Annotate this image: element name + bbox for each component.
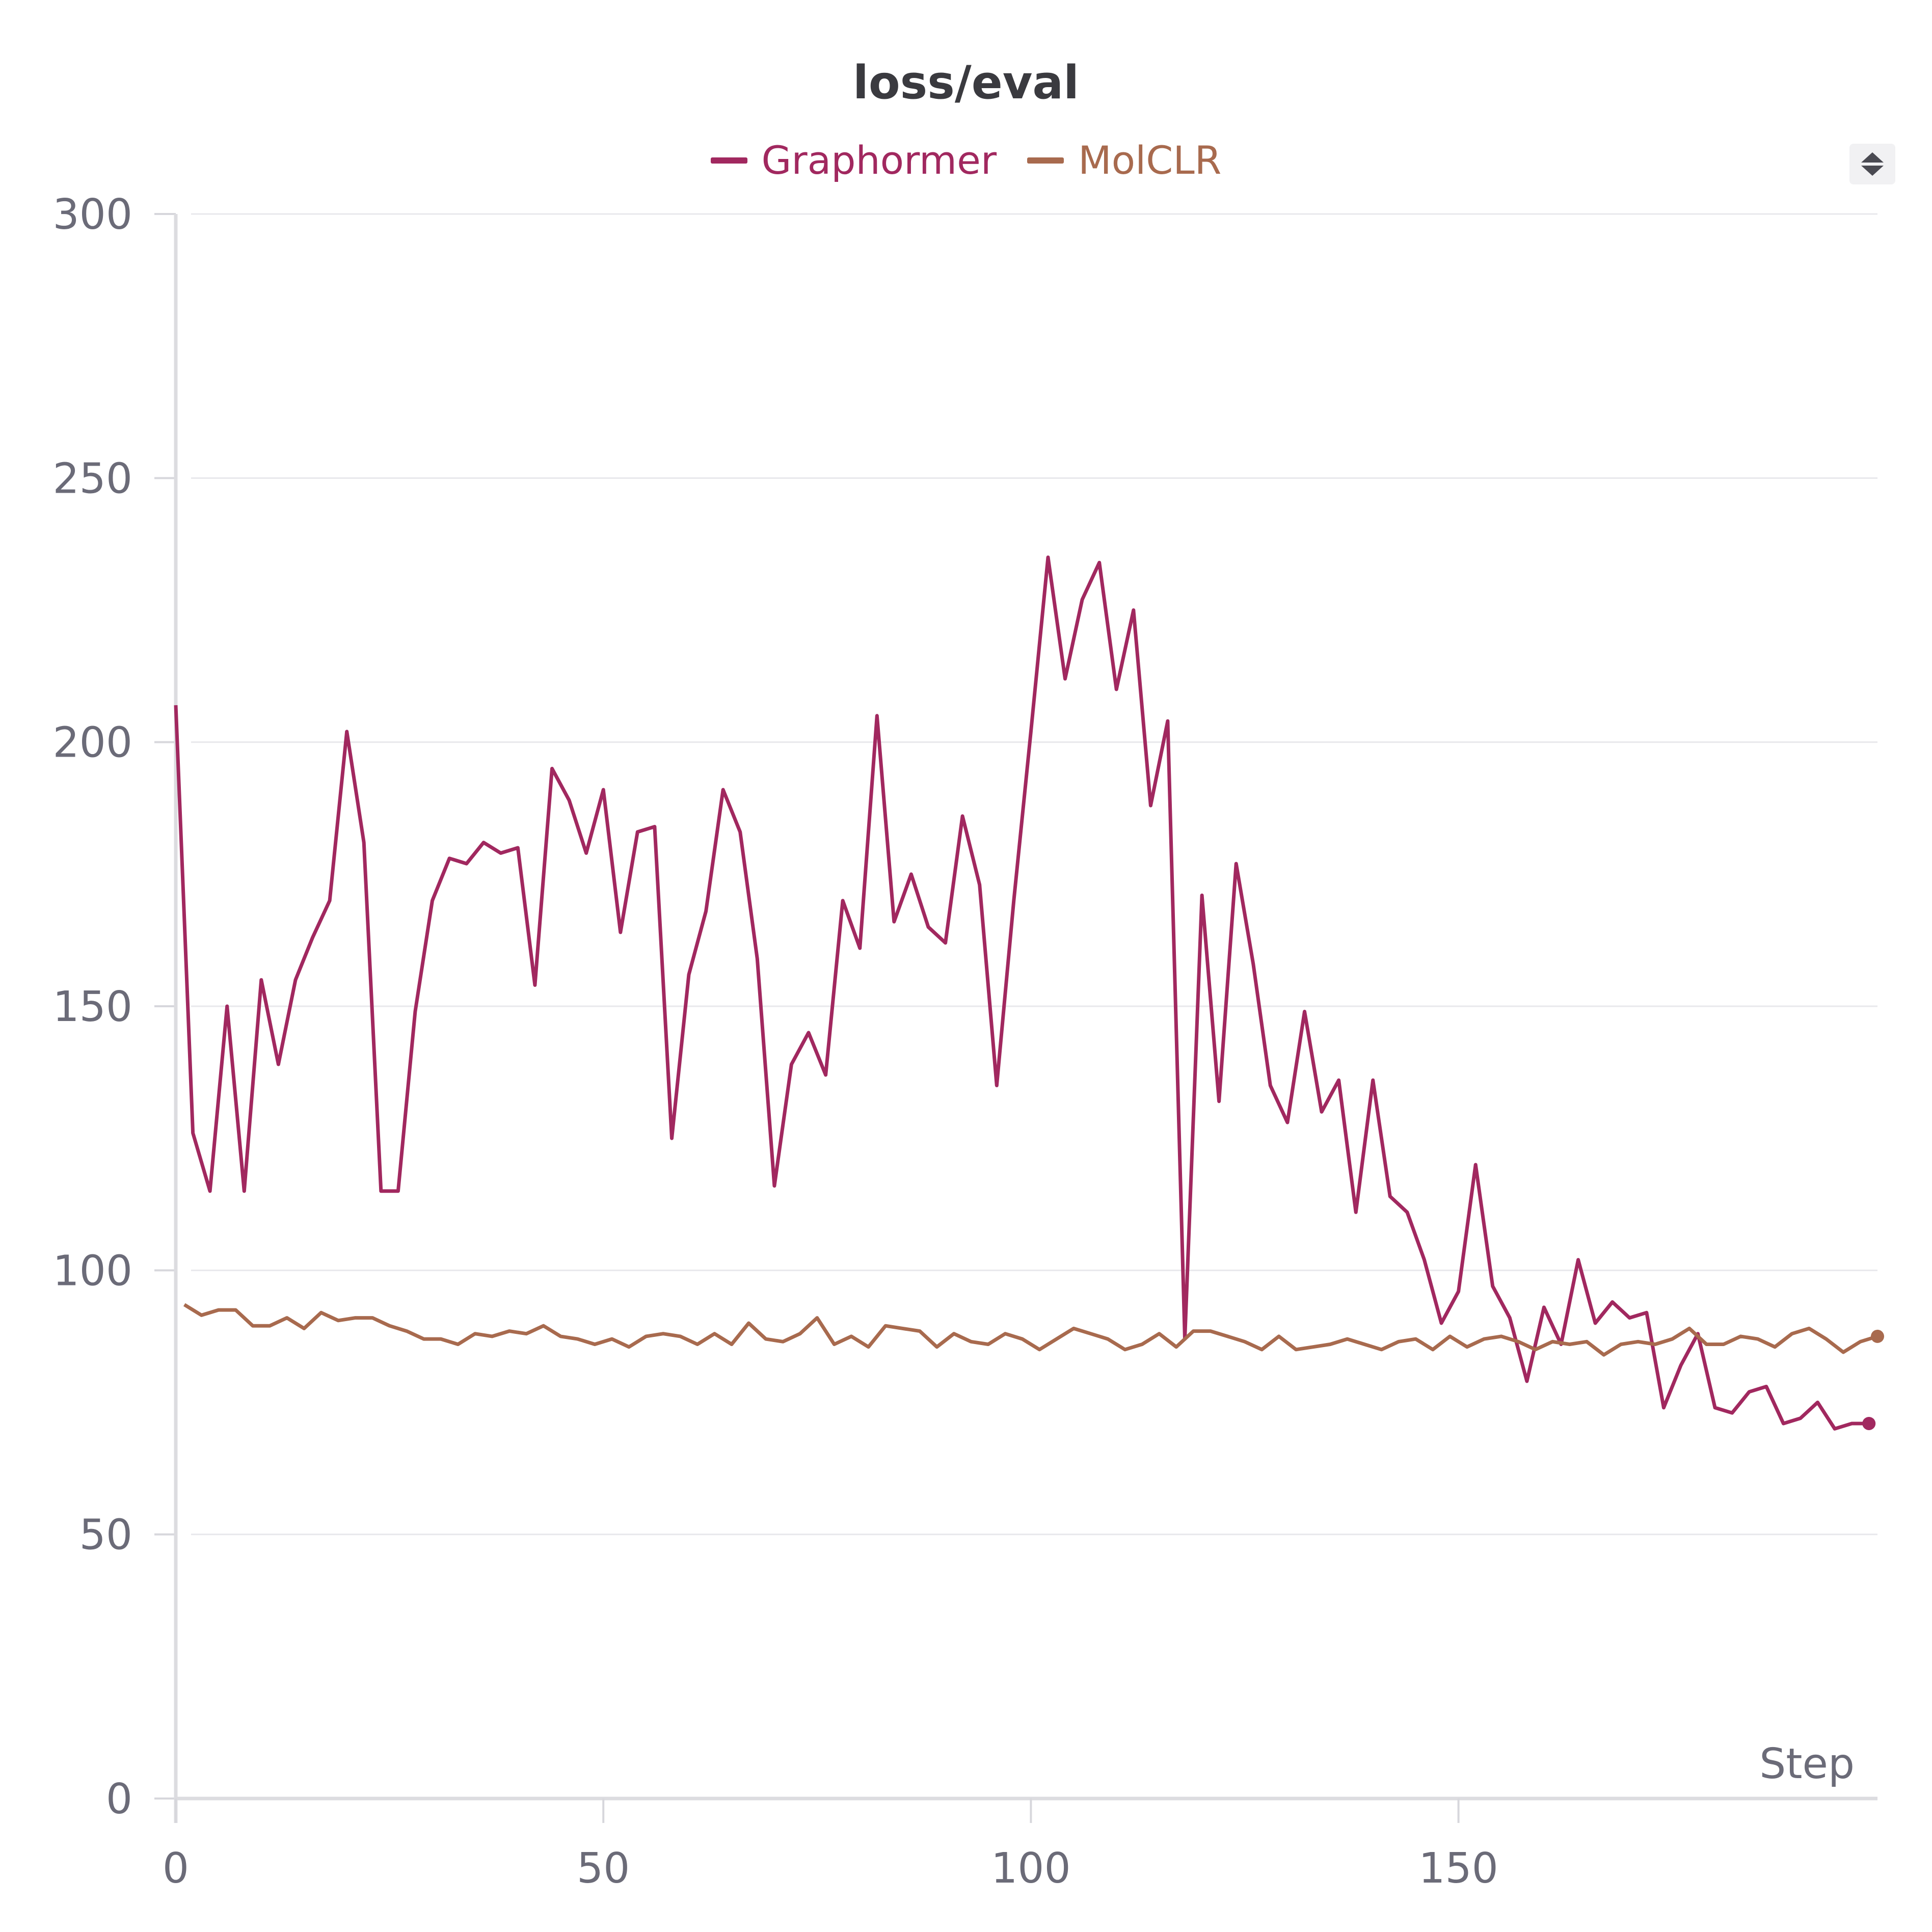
legend-scroll-button[interactable]: [1849, 144, 1895, 184]
x-tick-label-100: 100: [991, 1844, 1071, 1893]
x-tick-label-150: 150: [1418, 1844, 1498, 1893]
y-tick-label-100: 100: [52, 1247, 132, 1295]
x-tick-label-0: 0: [163, 1844, 189, 1893]
legend-label-graphormer: Graphormer: [761, 138, 997, 183]
tick-labels: 0 50 100 150 200 250 300 0 50 100 150: [52, 191, 1498, 1893]
x-tick-label-50: 50: [577, 1844, 630, 1893]
y-tick-label-0: 0: [106, 1775, 132, 1823]
y-tick-label-50: 50: [79, 1511, 132, 1560]
legend-swatch-graphormer: [710, 157, 747, 164]
y-tick-label-250: 250: [52, 454, 132, 503]
legend: Graphormer MolCLR: [0, 138, 1932, 183]
x-axis-label: Step: [1759, 1740, 1855, 1788]
y-tick-label-300: 300: [52, 191, 132, 239]
chart-title: loss/eval: [853, 56, 1079, 110]
chevron-up-icon: [1861, 152, 1884, 163]
legend-swatch-molclr: [1027, 157, 1064, 164]
series-end-point-molclr: [1871, 1329, 1884, 1343]
series-line-molclr: [183, 1303, 1879, 1357]
y-tick-label-200: 200: [52, 719, 132, 767]
gridlines: [191, 213, 1877, 1536]
axes: [154, 213, 1877, 1823]
series-lines: [174, 555, 1884, 1431]
series-line-graphormer: [174, 555, 1869, 1431]
legend-item-molclr[interactable]: MolCLR: [1027, 138, 1221, 183]
legend-item-graphormer[interactable]: Graphormer: [710, 138, 997, 183]
series-end-point-graphormer: [1862, 1416, 1876, 1430]
y-tick-label-150: 150: [52, 983, 132, 1031]
chevron-down-icon: [1861, 166, 1884, 176]
legend-label-molclr: MolCLR: [1078, 138, 1222, 183]
